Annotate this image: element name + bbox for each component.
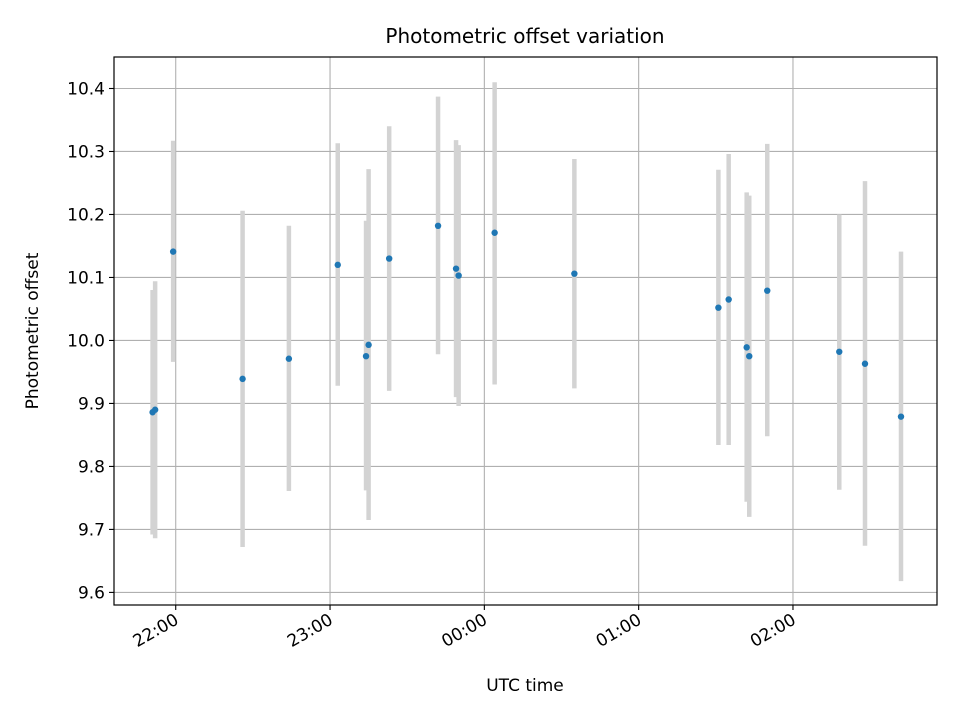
data-point	[334, 261, 341, 269]
y-tick-label: 10.2	[67, 205, 105, 225]
grid	[114, 57, 937, 605]
data-point	[362, 352, 370, 360]
y-axis-label: Photometric offset	[23, 252, 43, 409]
y-tick-label: 10.3	[67, 142, 105, 162]
y-tick-label: 9.7	[78, 520, 105, 540]
data-point	[239, 375, 246, 383]
data-point	[455, 272, 462, 279]
data-point	[897, 413, 905, 420]
data-point	[491, 229, 498, 236]
data-point	[571, 270, 578, 277]
data-point	[836, 348, 843, 355]
data-point	[743, 344, 750, 351]
data-point	[452, 265, 460, 272]
data-point	[285, 355, 293, 362]
chart-title: Photometric offset variation	[385, 24, 664, 48]
data-point	[715, 304, 722, 311]
y-tick-label: 9.6	[78, 583, 105, 603]
y-tick-label: 9.9	[78, 394, 105, 414]
data-point	[861, 360, 869, 367]
data-point	[365, 341, 372, 349]
y-tick-label: 10.0	[67, 331, 105, 351]
x-axis-label: UTC time	[486, 676, 564, 696]
data-point	[434, 222, 442, 230]
data-point	[385, 255, 393, 262]
data-point	[151, 406, 159, 413]
data-point	[764, 287, 771, 294]
y-tick-label: 10.1	[67, 268, 105, 288]
data-points	[149, 222, 905, 420]
y-axis: 9.6 9.7 9.8 9.9 10.0 10.1 10.2 10.3 10.4	[67, 79, 114, 603]
data-point	[746, 352, 753, 360]
data-point	[725, 296, 732, 303]
y-tick-label: 9.8	[78, 457, 105, 477]
plot-frame	[113, 56, 938, 606]
y-tick-label: 10.4	[67, 79, 105, 99]
data-point	[169, 248, 177, 255]
